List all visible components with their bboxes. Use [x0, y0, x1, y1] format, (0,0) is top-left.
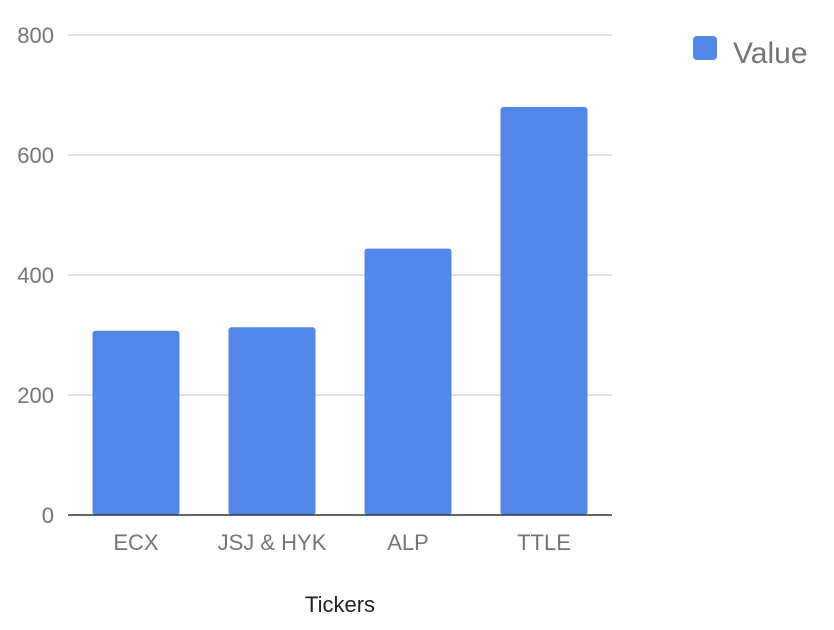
bar: [500, 107, 588, 515]
x-axis-ticks: ECX JSJ & HYK ALP TTLE: [113, 530, 571, 555]
bars: [92, 107, 588, 515]
y-tick-label: 400: [17, 263, 54, 288]
y-tick-label: 0: [42, 503, 54, 528]
bar: [92, 330, 180, 515]
legend-swatch: [693, 36, 717, 60]
y-tick-label: 600: [17, 143, 54, 168]
x-tick-label: ECX: [113, 530, 159, 555]
legend: Value: [693, 36, 808, 70]
x-tick-label: TTLE: [517, 530, 571, 555]
bar: [228, 327, 316, 515]
y-axis-ticks: 0 200 400 600 800: [17, 23, 54, 528]
legend-label: Value: [733, 37, 808, 70]
bar: [364, 248, 452, 515]
x-tick-label: ALP: [387, 530, 429, 555]
x-tick-label: JSJ & HYK: [218, 530, 327, 555]
x-axis-title: Tickers: [305, 592, 375, 617]
y-tick-label: 200: [17, 383, 54, 408]
y-tick-label: 800: [17, 23, 54, 48]
